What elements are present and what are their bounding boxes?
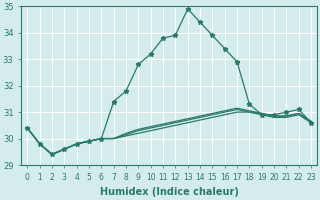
X-axis label: Humidex (Indice chaleur): Humidex (Indice chaleur) [100, 187, 239, 197]
